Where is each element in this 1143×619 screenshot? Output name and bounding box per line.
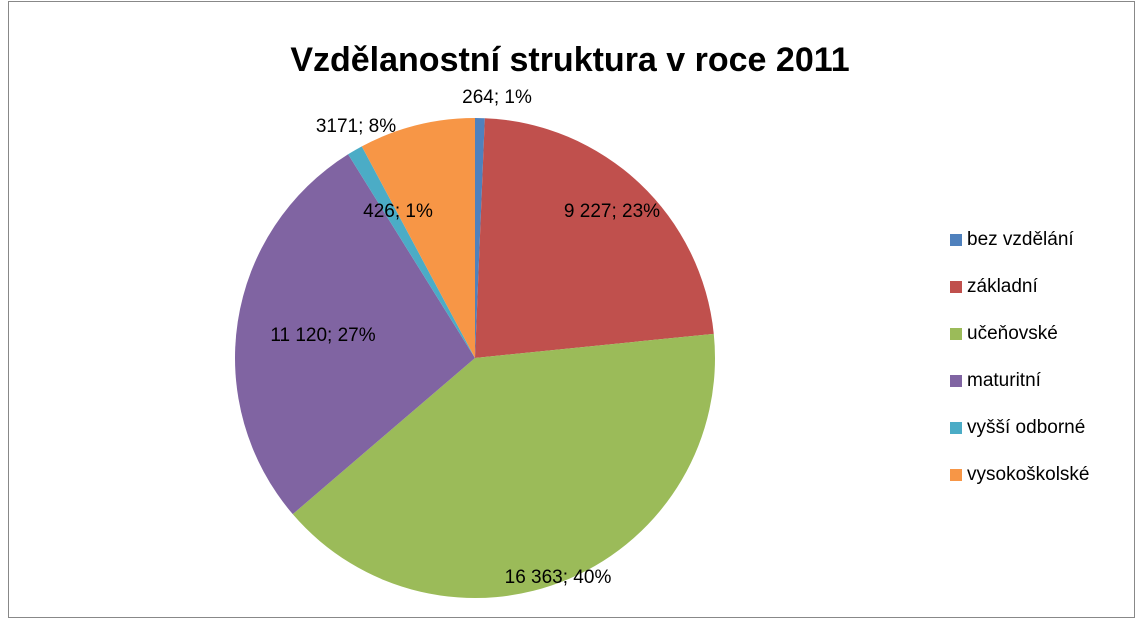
data-label: 426; 1% <box>363 201 433 222</box>
chart-title: Vzdělanostní struktura v roce 2011 <box>290 41 849 79</box>
legend-label: maturitní <box>967 370 1042 391</box>
data-label: 3171; 8% <box>316 116 396 137</box>
pie-slice <box>361 118 475 358</box>
data-label: 11 120; 27% <box>270 325 375 346</box>
legend-label: bez vzdělání <box>967 229 1074 250</box>
legend-label: učeňovské <box>967 323 1058 344</box>
pie-slice <box>348 146 475 358</box>
legend-swatch <box>950 469 962 481</box>
pie-slice <box>475 118 714 359</box>
legend-swatch <box>950 234 962 246</box>
pie-slice <box>292 333 715 599</box>
legend-swatch <box>950 422 962 434</box>
legend-swatch <box>950 328 962 340</box>
data-label: 264; 1% <box>462 87 532 108</box>
pie-slice <box>475 118 485 358</box>
data-label: 9 227; 23% <box>564 201 660 222</box>
pie-slice <box>234 154 475 515</box>
legend-swatch <box>950 375 962 387</box>
legend-swatch <box>950 281 962 293</box>
legend-label: vyšší odborné <box>967 417 1085 438</box>
legend-label: vysokoškolské <box>967 464 1090 485</box>
data-label: 16 363; 40% <box>505 567 612 588</box>
legend-label: základní <box>967 276 1038 297</box>
